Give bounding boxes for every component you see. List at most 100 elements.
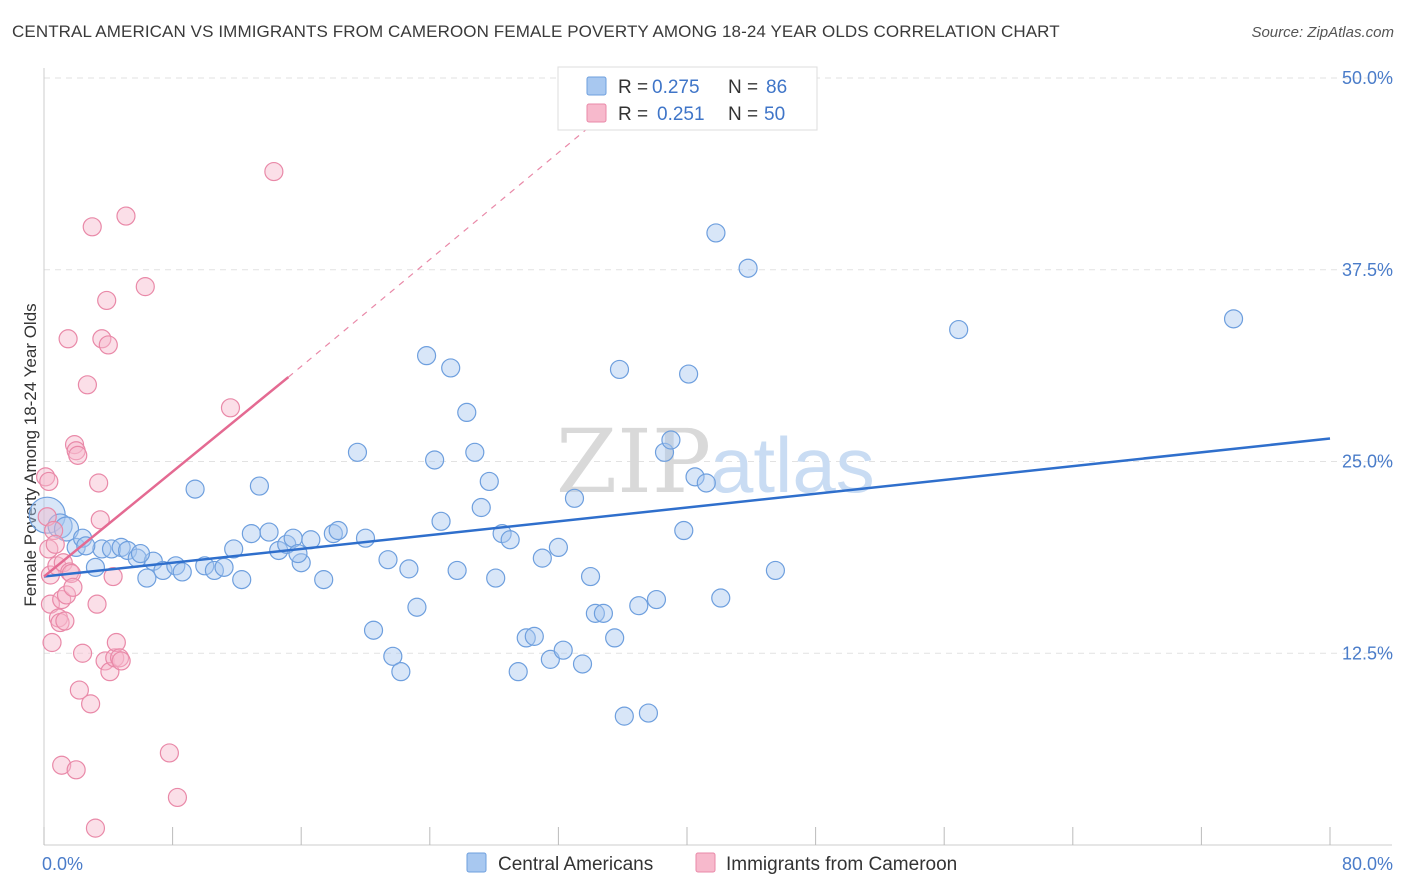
grid-lines xyxy=(44,77,1392,654)
trend-line-cameroon xyxy=(43,376,290,578)
data-point xyxy=(383,646,403,666)
data-point xyxy=(72,643,93,663)
legend-n-label-2: N = xyxy=(728,104,758,125)
data-point xyxy=(58,329,78,349)
data-point xyxy=(81,694,101,714)
data-point xyxy=(524,626,544,646)
data-point xyxy=(264,161,284,182)
legend-swatch-blue xyxy=(586,76,607,96)
data-point xyxy=(64,435,85,455)
axes xyxy=(43,68,1392,846)
data-point xyxy=(654,442,675,462)
data-point xyxy=(103,566,123,587)
data-point xyxy=(532,548,552,568)
chart-title: CENTRAL AMERICAN VS IMMIGRANTS FROM CAME… xyxy=(12,22,1060,41)
trend-line-central-americans xyxy=(43,437,1331,578)
watermark-atlas: atlas xyxy=(710,421,875,509)
data-point xyxy=(471,497,491,518)
data-point xyxy=(378,550,398,570)
data-point xyxy=(259,522,279,542)
data-point xyxy=(195,556,215,576)
legend-swatch-pink xyxy=(586,103,607,123)
data-point xyxy=(431,511,451,531)
data-point xyxy=(500,530,520,550)
bottom-legend-label-blue: Central Americans xyxy=(498,854,653,875)
trend-line-cameroon-extension xyxy=(287,117,601,378)
data-point xyxy=(516,628,536,648)
data-point xyxy=(92,539,112,559)
data-point xyxy=(949,319,969,340)
data-point xyxy=(605,628,625,648)
watermark-zip: ZIP xyxy=(556,410,711,513)
y-tick-label: 12.5% xyxy=(1342,643,1393,663)
data-point xyxy=(68,445,88,465)
legend-r-label-2: R = xyxy=(618,104,648,125)
data-point xyxy=(39,471,59,492)
data-point xyxy=(441,358,461,378)
data-point xyxy=(585,603,605,623)
data-point xyxy=(137,568,157,588)
data-point xyxy=(486,568,506,588)
data-point xyxy=(288,543,308,564)
data-point xyxy=(674,520,694,541)
data-point xyxy=(116,206,136,226)
data-point xyxy=(447,560,467,581)
data-point xyxy=(220,398,241,418)
x-tick-label: 0.0% xyxy=(42,854,83,874)
data-point xyxy=(63,577,83,597)
data-point xyxy=(508,662,528,682)
data-point xyxy=(679,364,699,384)
data-point xyxy=(407,597,427,617)
trend-lines xyxy=(43,117,1331,578)
data-point xyxy=(457,402,477,423)
y-tick-labels: 12.5% 25.0% 37.5% 50.0% xyxy=(1342,68,1393,663)
data-point xyxy=(159,743,179,763)
top-legend: R = 0.275 N = 86 R = 0.251 N = 50 xyxy=(557,66,818,131)
data-point xyxy=(711,588,731,608)
legend-r-value-2: 0.251 xyxy=(657,104,705,125)
data-point xyxy=(696,473,716,493)
data-point xyxy=(314,570,334,590)
data-point xyxy=(241,523,261,544)
data-point xyxy=(249,476,270,496)
data-point xyxy=(56,585,77,605)
legend-r-label-1: R = xyxy=(618,77,648,98)
data-point xyxy=(629,596,649,616)
data-point xyxy=(52,755,72,775)
data-point xyxy=(130,543,151,564)
data-point xyxy=(391,662,411,682)
data-point xyxy=(347,442,368,462)
y-axis-label: Female Poverty Among 18-24 Year Olds xyxy=(21,303,40,606)
data-point xyxy=(53,516,80,542)
source-credit: Source: ZipAtlas.com xyxy=(1251,24,1394,41)
series-immigrants-cameroon xyxy=(36,161,284,838)
data-point xyxy=(167,787,188,808)
data-point xyxy=(69,680,89,700)
data-point xyxy=(111,651,131,671)
data-point xyxy=(572,654,593,674)
data-point xyxy=(548,537,569,558)
data-point xyxy=(77,375,98,395)
data-point xyxy=(55,611,75,631)
data-point xyxy=(97,290,117,311)
data-point xyxy=(172,562,192,582)
data-point xyxy=(66,760,86,780)
data-point xyxy=(553,640,573,660)
data-point xyxy=(328,520,348,541)
bottom-legend-swatch-blue xyxy=(466,852,487,873)
data-point xyxy=(465,442,485,462)
data-point xyxy=(661,430,681,450)
data-point xyxy=(98,335,118,355)
data-point xyxy=(101,539,122,559)
bottom-legend-swatch-pink xyxy=(695,852,716,873)
data-point xyxy=(593,603,614,623)
legend-n-label-1: N = xyxy=(728,77,758,98)
data-point xyxy=(232,570,252,590)
data-point xyxy=(609,359,630,380)
x-tick-labels: 0.0% 80.0% xyxy=(42,854,1393,874)
data-point xyxy=(44,520,64,541)
data-point xyxy=(109,648,130,668)
data-point xyxy=(580,566,601,587)
data-point xyxy=(614,706,634,726)
